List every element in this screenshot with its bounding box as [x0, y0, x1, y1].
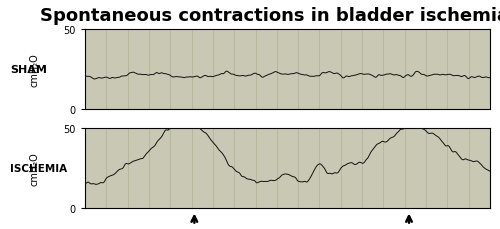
Text: cmH₂O: cmH₂O	[30, 152, 40, 185]
Text: Spontaneous contractions in bladder ischemia: Spontaneous contractions in bladder isch…	[40, 7, 500, 25]
Text: cmH₂O: cmH₂O	[30, 53, 40, 87]
Text: SHAM: SHAM	[10, 65, 47, 75]
Text: ISCHEMIA: ISCHEMIA	[10, 163, 67, 173]
